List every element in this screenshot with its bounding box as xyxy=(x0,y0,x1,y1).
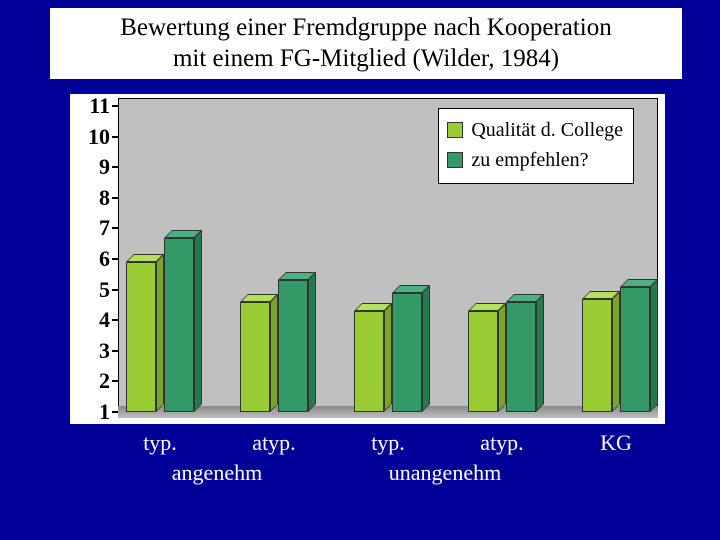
bar xyxy=(240,302,270,412)
x-tick-label: KG xyxy=(600,430,632,456)
slide-title: Bewertung einer Fremdgruppe nach Koopera… xyxy=(50,8,682,79)
legend-swatch xyxy=(447,122,463,138)
bar xyxy=(620,287,650,412)
y-axis: 1 2 3 4 5 6 7 8 9 10 11 xyxy=(70,94,118,424)
bar xyxy=(582,299,612,412)
x-tick-label: atyp. xyxy=(480,430,523,456)
legend-label: Qualität d. College xyxy=(471,115,623,145)
x-tick-label: typ. xyxy=(371,430,405,456)
y-tick-label: 7 xyxy=(74,215,110,241)
x-axis-labels: typ. atyp. typ. atyp. KG xyxy=(70,430,665,460)
y-tick-label: 11 xyxy=(74,93,110,119)
title-line-2: mit einem FG-Mitglied (Wilder, 1984) xyxy=(56,43,676,74)
y-tick-label: 8 xyxy=(74,185,110,211)
bar xyxy=(392,293,422,412)
legend-item: Qualität d. College xyxy=(447,115,623,145)
plot-area: Qualität d. Collegezu empfehlen? xyxy=(118,98,658,418)
x-axis-group-labels: angenehm unangenehm xyxy=(70,460,665,490)
x-group-label: angenehm xyxy=(172,460,262,486)
chart: 1 2 3 4 5 6 7 8 9 10 11 Qualität d. Collegezu empf… xyxy=(70,94,665,424)
bar xyxy=(506,302,536,412)
x-group-label: unangenehm xyxy=(389,460,501,486)
title-line-1: Bewertung einer Fremdgruppe nach Koopera… xyxy=(56,12,676,43)
y-tick-label: 9 xyxy=(74,154,110,180)
bar xyxy=(468,311,498,412)
legend-label: zu empfehlen? xyxy=(471,145,588,175)
slide: Bewertung einer Fremdgruppe nach Koopera… xyxy=(0,0,720,540)
y-tick-label: 6 xyxy=(74,246,110,272)
bar xyxy=(126,262,156,412)
x-tick-label: atyp. xyxy=(252,430,295,456)
legend: Qualität d. Collegezu empfehlen? xyxy=(438,108,634,184)
y-tick-label: 1 xyxy=(74,399,110,425)
legend-swatch xyxy=(447,152,463,168)
y-tick-label: 4 xyxy=(74,307,110,333)
bar xyxy=(354,311,384,412)
legend-item: zu empfehlen? xyxy=(447,145,623,175)
y-tick-label: 2 xyxy=(74,368,110,394)
y-tick-label: 3 xyxy=(74,338,110,364)
bar xyxy=(164,238,194,412)
y-tick-label: 5 xyxy=(74,277,110,303)
bar xyxy=(278,280,308,412)
x-tick-label: typ. xyxy=(143,430,177,456)
y-tick-label: 10 xyxy=(74,124,110,150)
